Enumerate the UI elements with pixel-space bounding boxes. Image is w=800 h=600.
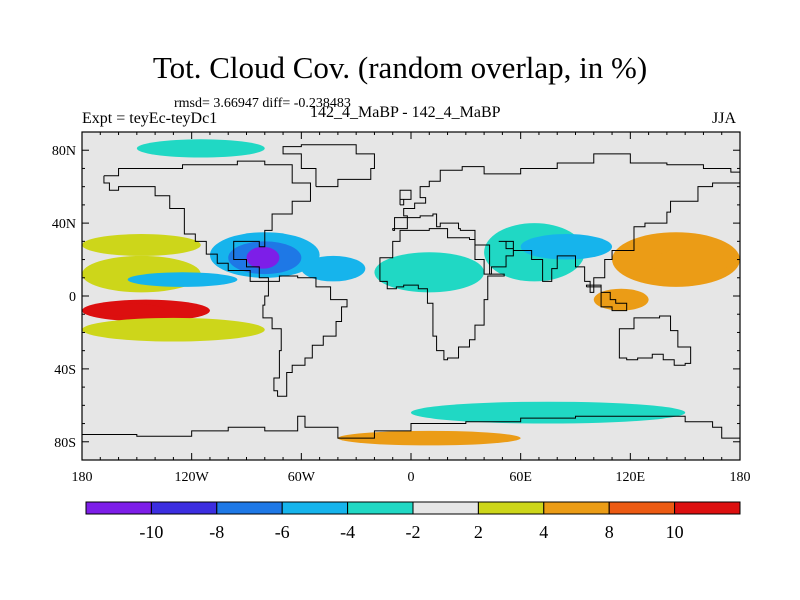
anomaly-region-1 <box>85 303 165 317</box>
anomaly-region-8 <box>301 255 366 282</box>
colorbar-label: 10 <box>666 522 684 542</box>
anomaly-region-17 <box>337 430 521 446</box>
coastline-3 <box>392 153 740 293</box>
x-axis: 180 120W 60W 0 60E 120E 180 <box>72 132 751 485</box>
colorbar-label: -2 <box>406 522 421 542</box>
colorbar-swatch <box>477 501 545 515</box>
coastline-8 <box>399 189 412 206</box>
anomaly-region-9 <box>374 252 485 293</box>
y-tick-label: 80N <box>52 144 76 159</box>
colorbar-label: -10 <box>139 522 163 542</box>
colorbar-label: -4 <box>340 522 355 542</box>
anomaly-region-11 <box>520 234 613 260</box>
colorbar-swatch <box>347 501 414 515</box>
anomaly-region-15 <box>82 317 265 342</box>
x-tick-label: 120E <box>616 470 646 485</box>
colorbar-swatch <box>412 501 479 515</box>
colorbar: -10 -8 -6 -4 -2 2 4 8 10 <box>85 501 741 542</box>
x-tick-label: 180 <box>72 470 93 485</box>
y-tick-label: 0 <box>69 290 76 305</box>
x-tick-label: 60E <box>509 470 532 485</box>
experiment-label: Expt = teyEc-teyDc1 <box>82 110 218 127</box>
anomaly-region-13 <box>648 250 731 275</box>
coastline-1 <box>262 275 348 397</box>
colorbar-swatch <box>674 501 741 515</box>
colorbar-label: -6 <box>275 522 290 542</box>
anomaly-region-16 <box>411 401 686 424</box>
y-tick-label: 40N <box>52 217 76 232</box>
coastline-4 <box>618 315 692 366</box>
colorbar-label: -8 <box>209 522 224 542</box>
coastline-5 <box>82 415 740 439</box>
colorbar-swatch <box>85 501 152 515</box>
anomaly-region-7 <box>246 246 280 269</box>
season-label: JJA <box>712 110 737 127</box>
colorbar-label: 4 <box>539 522 548 542</box>
colorbar-swatch <box>608 501 676 515</box>
coastline-7 <box>585 284 628 312</box>
anomaly-region-3 <box>127 272 238 287</box>
stats-label: rmsd= 3.66947 diff= -0.238483 <box>174 96 351 111</box>
anomaly-region-4 <box>82 234 201 256</box>
chart-title: Tot. Cloud Cov. (random overlap, in %) <box>152 50 648 85</box>
colorbar-swatch <box>281 501 349 515</box>
center-label: 142_4_MaBP - 142_4_MaBP <box>310 104 501 121</box>
colorbar-swatch <box>543 501 610 515</box>
x-tick-label: 120W <box>175 470 210 485</box>
anomaly-region-14 <box>593 288 649 311</box>
colorbar-label: 8 <box>605 522 614 542</box>
y-tick-label: 40S <box>54 363 76 378</box>
x-tick-label: 60W <box>288 470 316 485</box>
y-tick-label: 80S <box>54 436 76 451</box>
coastline-0 <box>103 160 311 282</box>
coastline-2 <box>379 228 505 361</box>
y-axis: 80N 40N 0 40S 80S <box>52 131 740 461</box>
colorbar-swatch <box>216 501 283 515</box>
colorbar-swatch <box>150 501 218 515</box>
colorbar-label: 2 <box>474 522 483 542</box>
anomaly-regions <box>82 139 740 446</box>
coastline-6 <box>282 144 375 188</box>
x-tick-label: 180 <box>730 470 751 485</box>
x-tick-label: 0 <box>408 470 415 485</box>
anomaly-region-18 <box>136 139 265 158</box>
continent-outlines <box>82 144 740 439</box>
